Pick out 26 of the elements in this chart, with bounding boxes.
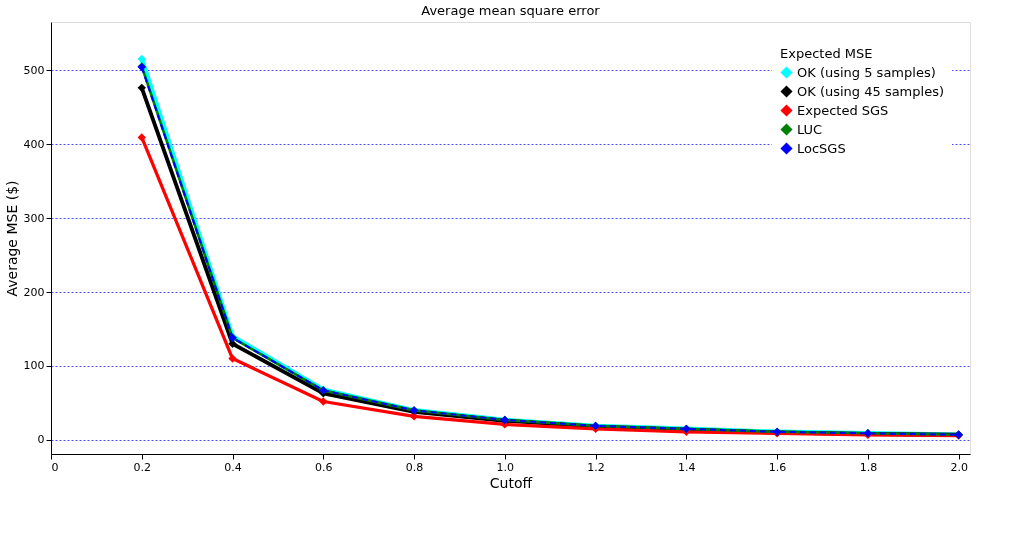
legend-label: LocSGS: [797, 140, 846, 156]
y-tick-label: 100: [23, 359, 45, 373]
x-tick-label: 1.4: [678, 460, 696, 474]
x-tick-label: 1.2: [587, 460, 605, 474]
y-tick-label: 400: [23, 137, 45, 151]
x-tick-label: 0.6: [315, 460, 333, 474]
x-tick-label: 1.6: [768, 460, 787, 474]
legend-label: Expected SGS: [797, 102, 889, 118]
x-tick-label: 0: [51, 460, 59, 474]
y-tick-label: 300: [23, 211, 45, 225]
x-tick-label: 0.2: [133, 460, 152, 474]
chart-title: Average mean square error: [421, 3, 601, 18]
legend-label: LUC: [797, 121, 823, 137]
y-tick-label: 0: [37, 433, 45, 447]
y-axis-title: Average MSE ($): [3, 180, 20, 297]
y-tick-label: 200: [23, 285, 45, 299]
y-tick-label: 500: [23, 63, 45, 77]
legend-label: OK (using 5 samples): [797, 64, 936, 80]
x-axis-title: Cutoff: [489, 474, 533, 491]
x-tick-label: 1.8: [859, 460, 878, 474]
legend-title: Expected MSE: [780, 46, 873, 61]
x-tick-label: 2.0: [950, 460, 968, 474]
legend-label: OK (using 45 samples): [797, 83, 944, 99]
x-tick-label: 0.8: [405, 460, 424, 474]
x-tick-label: 0.4: [224, 460, 242, 474]
x-tick-label: 1.0: [496, 460, 515, 474]
